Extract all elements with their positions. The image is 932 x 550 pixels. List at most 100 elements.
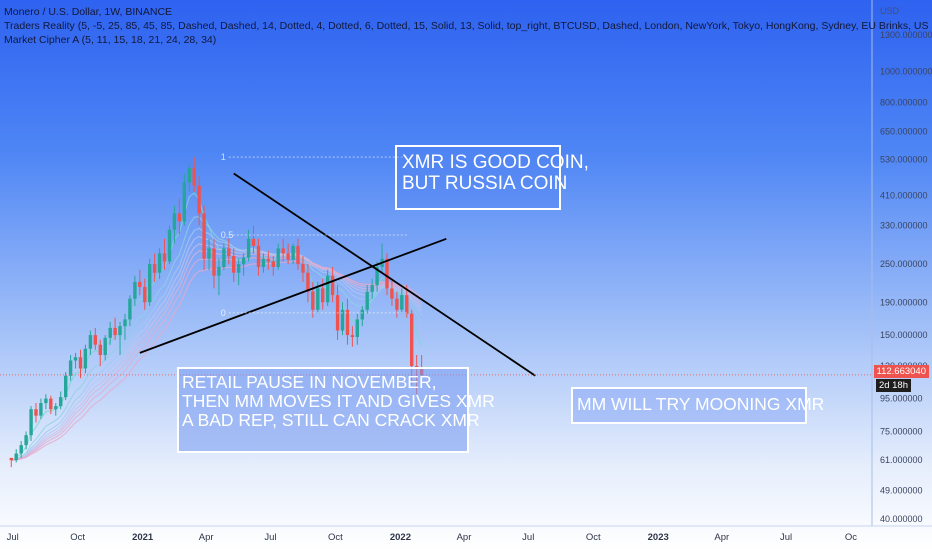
candle-body [108, 327, 112, 338]
candle-body [197, 185, 201, 214]
candle-body [34, 409, 38, 416]
annotation-xmr-line-1: XMR IS GOOD COIN, [402, 152, 589, 173]
candle-body [44, 398, 48, 404]
candle-body [360, 309, 364, 320]
candle-body [192, 167, 196, 186]
annotation-xmr-line-2: BUT RUSSIA COIN [402, 172, 568, 194]
candle-body [113, 327, 117, 336]
price-tick-label: 190.000000 [880, 297, 928, 307]
candle-body [281, 248, 285, 254]
annotation-retail-pause[interactable]: RETAIL PAUSE IN NOVEMBER, THEN MM MOVES … [177, 367, 495, 453]
ribbon-line [11, 256, 422, 461]
candle-body [143, 287, 147, 303]
candle-body [177, 213, 182, 222]
candle-body [157, 253, 162, 273]
time-tick-label: Oc [845, 532, 857, 543]
candle-body [217, 266, 221, 276]
candle-body [68, 360, 73, 376]
candle-body [138, 281, 142, 287]
annotation-mm-mooning[interactable]: MM WILL TRY MOONING XMR [571, 387, 824, 424]
candle-body [321, 288, 325, 303]
candle-body [237, 264, 241, 273]
candle-body [83, 348, 88, 369]
last-price-tag: 112.663040 [873, 365, 929, 378]
candle-body [59, 397, 63, 407]
candle-body [103, 337, 107, 355]
candle-body [78, 357, 83, 369]
annotation-retail-line-2: THEN MM MOVES IT AND GIVES XMR [182, 390, 495, 411]
candle-body [232, 256, 236, 273]
chart-title: Monero / U.S. Dollar, 1W, BINANCE [4, 6, 173, 18]
time-tick-label: Apr [199, 532, 214, 543]
price-tick-label: 1000.000000 [880, 66, 932, 76]
time-tick-label: Oct [70, 532, 85, 543]
time-tick-label: Oct [586, 532, 601, 543]
fib-level-label: 0 [221, 308, 226, 318]
price-tick-label: 40.000000 [880, 514, 923, 524]
candle-body [271, 261, 275, 267]
candle-body [286, 253, 290, 260]
candle-body [148, 264, 152, 303]
time-tick-label: Jul [522, 532, 534, 543]
candle-body [316, 288, 320, 310]
time-tick-label: Jul [780, 532, 792, 543]
candle-body [311, 291, 315, 310]
time-tick-label: Jul [264, 532, 276, 543]
candle-body [266, 258, 271, 262]
ribbon-line [11, 192, 423, 461]
price-tick-label: 530.000000 [880, 155, 928, 165]
time-tick-label: Apr [457, 532, 472, 543]
trendline [233, 172, 536, 377]
candle-body [118, 326, 122, 336]
time-tick-label: 2021 [132, 532, 154, 543]
candle-body [172, 213, 177, 230]
candle-body [88, 335, 93, 349]
candle-body [291, 245, 295, 260]
candle-body [128, 298, 132, 320]
price-tick-label: 650.000000 [880, 126, 928, 136]
price-tick-label: 49.000000 [880, 486, 923, 496]
time-tick-label: 2023 [648, 532, 669, 543]
candle-body [123, 319, 127, 327]
candle-body [365, 291, 369, 310]
candle-body [152, 264, 157, 273]
annotation-xmr-good[interactable]: XMR IS GOOD COIN, BUT RUSSIA COIN [395, 145, 589, 210]
candle-body [19, 445, 23, 454]
ribbon-line [11, 260, 422, 461]
price-tick-label: 410.000000 [880, 190, 928, 200]
candle-body [350, 335, 355, 337]
candle-body [410, 313, 414, 367]
candle-body [301, 264, 305, 273]
candle-body [375, 266, 379, 286]
annotation-retail-line-3: A BAD REP, STILL CAN CRACK XMR [182, 409, 480, 430]
ribbon-line [11, 235, 423, 461]
candle-body [370, 285, 374, 292]
time-tick-label: Oct [328, 532, 343, 543]
price-tick-label: 800.000000 [880, 97, 928, 107]
candle-body [202, 213, 206, 259]
bar-countdown-tag: 2d 18h [875, 379, 911, 392]
time-tick-label: Apr [714, 532, 729, 543]
candle-body [187, 167, 191, 183]
fib-level-label: 1 [221, 152, 226, 162]
fib-level-label: 0.5 [221, 230, 234, 240]
candle-body [39, 403, 43, 416]
candle-body [256, 245, 261, 267]
annotation-retail-line-1: RETAIL PAUSE IN NOVEMBER, [182, 372, 437, 392]
candle-body [261, 258, 266, 267]
indicator-market-cipher[interactable]: Market Cipher A (5, 11, 15, 18, 21, 24, … [4, 34, 217, 46]
time-tick-label: 2022 [390, 532, 411, 543]
candle-body [24, 435, 28, 446]
candle-body [345, 309, 350, 336]
candle-body [241, 257, 246, 265]
trendline [139, 237, 447, 354]
candle-body [227, 248, 231, 257]
candle-body [355, 319, 359, 337]
price-tick-label: 95.000000 [880, 394, 923, 404]
price-tick-label: 250.000000 [880, 259, 928, 269]
indicator-traders-reality[interactable]: Traders Reality (5, -5, 25, 85, 45, 85, … [4, 20, 932, 32]
candle-body [182, 182, 186, 222]
